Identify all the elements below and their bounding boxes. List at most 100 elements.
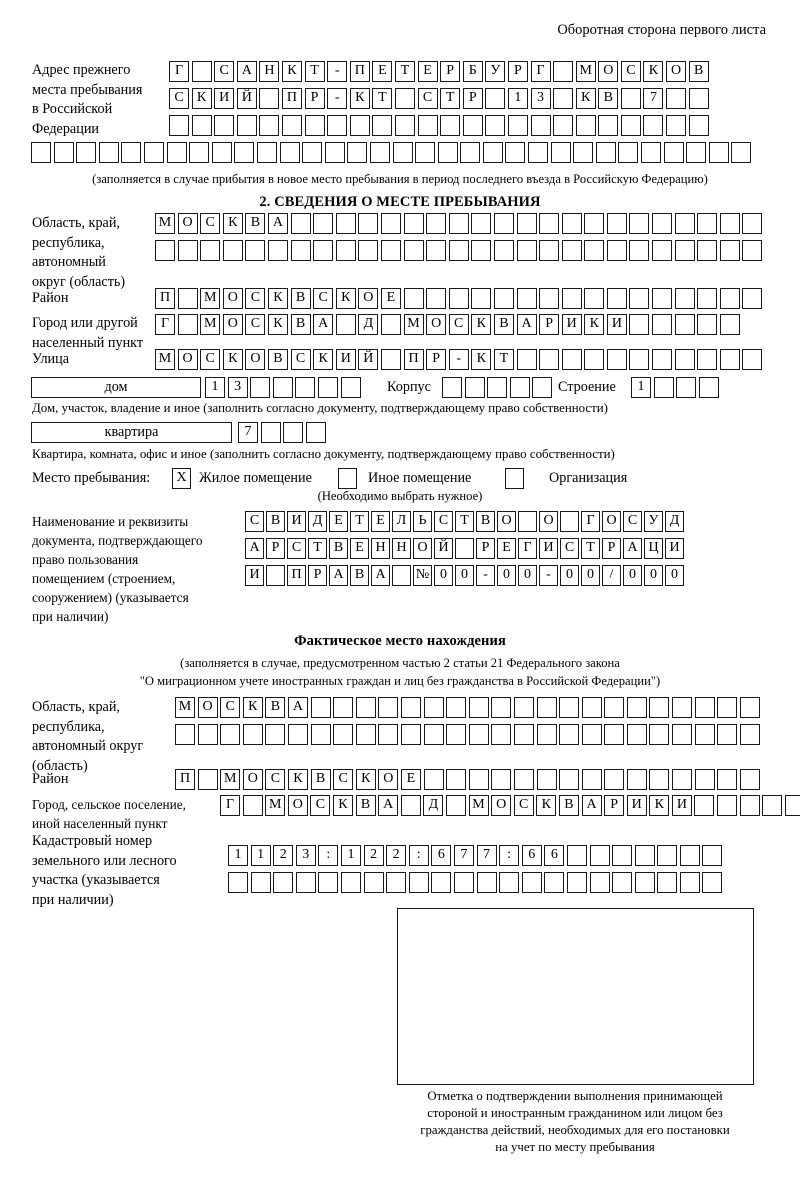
prev-addr-r4-cell-12[interactable] [279,142,300,163]
street-cell-24[interactable] [674,349,695,370]
prev-addr-r4-cell-3[interactable] [76,142,97,163]
doc-r3-cell-3[interactable]: П [287,565,306,586]
region-r2-cell-1[interactable] [155,240,175,261]
doc-r2-cell-12[interactable]: Р [476,538,495,559]
al-district-cell-10[interactable]: О [378,769,399,790]
al-district-cell-5[interactable]: С [265,769,286,790]
city-cell-5[interactable]: С [245,314,266,335]
city-cell-4[interactable]: О [222,314,243,335]
prev-addr-r4-cell-16[interactable] [369,142,390,163]
al-region-r1-cell-4[interactable]: К [242,697,263,718]
stay-type-residential-checkbox[interactable]: X [172,468,191,489]
prev-addr-r1-cell-24[interactable]: В [688,61,709,82]
doc-r3-cell-8[interactable] [392,565,411,586]
al-district-cell-3[interactable]: М [220,769,241,790]
street-cell-20[interactable] [584,349,605,370]
street-cell-15[interactable]: К [471,349,492,370]
district-cell-8[interactable]: С [313,288,334,309]
al-region-r2-cell-17[interactable] [536,724,557,745]
cadastral-r2-cell-15[interactable] [544,872,565,893]
prev-addr-r1-cell-15[interactable]: У [485,61,506,82]
cadastral-r1-cell-18[interactable] [612,845,633,866]
cadastral-r1-cell-5[interactable]: : [318,845,339,866]
region-r1-cell-8[interactable] [313,213,334,234]
prev-addr-r4-cell-26[interactable] [595,142,616,163]
al-region-r1-cell-5[interactable]: В [265,697,286,718]
al-region-r2-cell-20[interactable] [604,724,625,745]
cadastral-r1-cell-6[interactable]: 1 [340,845,361,866]
doc-r3-cell-10[interactable]: 0 [434,565,453,586]
district-cell-2[interactable] [177,288,198,309]
cadastral-r1-cell-10[interactable]: 6 [431,845,452,866]
city-cell-3[interactable]: М [200,314,221,335]
street-cell-11[interactable] [380,349,401,370]
prev-addr-r4-cell-15[interactable] [347,142,368,163]
region-r2-cell-2[interactable] [177,240,198,261]
district-cell-22[interactable] [629,288,650,309]
region-r1-cell-3[interactable]: С [200,213,221,234]
prev-addr-r4-cell-22[interactable] [505,142,526,163]
prev-addr-r4-cell-20[interactable] [460,142,481,163]
prev-addr-r4-cell-29[interactable] [663,142,684,163]
confirmation-stamp-area[interactable] [397,908,754,1085]
korpus-cell-4[interactable] [509,377,530,398]
region-r1-cell-11[interactable] [380,213,401,234]
previous-address-row-3[interactable] [169,115,709,136]
prev-addr-r2-cell-16[interactable]: 1 [507,88,528,109]
al-region-r2-cell-19[interactable] [581,724,602,745]
doc-r3-cell-14[interactable]: 0 [518,565,537,586]
cadastral-r1-cell-2[interactable]: 1 [250,845,271,866]
al-region-r1-cell-23[interactable] [672,697,693,718]
cadastral-r2-cell-7[interactable] [363,872,384,893]
korpus-cell-1[interactable] [442,377,462,398]
al-city-cell-20[interactable]: К [649,795,670,816]
al-region-r1-cell-12[interactable] [423,697,444,718]
prev-addr-r4-cell-7[interactable] [166,142,187,163]
al-city-cell-4[interactable]: О [287,795,308,816]
prev-addr-r4-cell-8[interactable] [189,142,210,163]
region-r2-cell-11[interactable] [380,240,401,261]
doc-r3-cell-17[interactable]: 0 [581,565,600,586]
doc-r1-cell-17[interactable]: Г [581,511,600,532]
doc-r2-cell-20[interactable]: Ц [644,538,663,559]
al-region-r2-cell-7[interactable] [310,724,331,745]
cadastral-r1-cell-19[interactable] [634,845,655,866]
al-region-r2-cell-1[interactable] [175,724,195,745]
region-r2-cell-15[interactable] [471,240,492,261]
stroenie-cell-3[interactable] [676,377,697,398]
cadastral-r1-cell-20[interactable] [657,845,678,866]
doc-r1-cell-19[interactable]: С [623,511,642,532]
doc-r1-cell-8[interactable]: Л [392,511,411,532]
al-region-r2-cell-22[interactable] [649,724,670,745]
district-cell-20[interactable] [584,288,605,309]
region-r1-cell-1[interactable]: М [155,213,175,234]
region-r1-cell-25[interactable] [697,213,718,234]
house-field-label[interactable]: дом [31,377,201,398]
prev-addr-r1-cell-22[interactable]: К [643,61,664,82]
prev-addr-r4-cell-14[interactable] [324,142,345,163]
korpus-boxes[interactable] [442,377,553,398]
cadastral-r1-cell-15[interactable]: 6 [544,845,565,866]
city-cell-13[interactable]: О [426,314,447,335]
flat-cell-4[interactable] [305,422,326,443]
doc-r2-cell-16[interactable]: С [560,538,579,559]
stroenie-boxes[interactable]: 1 [631,377,719,398]
cadastral-r1-cell-9[interactable]: : [408,845,429,866]
district-cell-3[interactable]: М [200,288,221,309]
al-district-cell-25[interactable] [717,769,738,790]
cadastral-r1-cell-1[interactable]: 1 [228,845,248,866]
cadastral-r2-cell-18[interactable] [612,872,633,893]
prev-addr-r4-cell-21[interactable] [482,142,503,163]
region-r1-cell-7[interactable] [290,213,311,234]
district-cell-12[interactable] [403,288,424,309]
al-city-cell-23[interactable] [717,795,738,816]
doc-r1-cell-7[interactable]: Е [371,511,390,532]
al-district-cell-26[interactable] [739,769,760,790]
al-city-cell-12[interactable]: М [468,795,489,816]
street-cell-16[interactable]: Т [493,349,514,370]
prev-addr-r3-cell-11[interactable] [394,115,415,136]
al-region-r2-cell-26[interactable] [739,724,760,745]
city-cell-22[interactable] [629,314,650,335]
